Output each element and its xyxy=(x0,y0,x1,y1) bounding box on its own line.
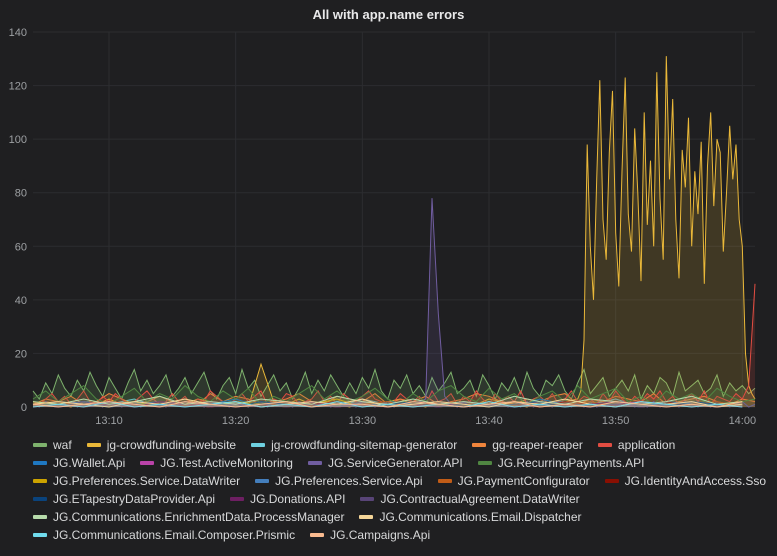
y-tick-label: 120 xyxy=(9,81,27,93)
legend-item[interactable]: JG.Preferences.Service.Api xyxy=(255,473,423,489)
legend-label: gg-reaper-reaper xyxy=(492,438,583,452)
legend-item[interactable]: JG.ContractualAgreement.DataWriter xyxy=(360,491,580,507)
x-tick-label: 13:10 xyxy=(95,415,123,427)
x-tick-label: 13:40 xyxy=(475,415,503,427)
legend-marker-icon xyxy=(597,443,612,447)
legend-label: JG.Preferences.Service.DataWriter xyxy=(53,474,241,488)
legend-item[interactable]: JG.PaymentConfigurator xyxy=(437,473,590,489)
legend-label: JG.Test.ActiveMonitoring xyxy=(160,456,293,470)
legend-marker-icon xyxy=(33,533,47,537)
series-fill xyxy=(33,369,755,407)
chart-area: 0 20 40 60 80 100 120 140 13:10 13:20 13:30 13:40 13… xyxy=(0,25,777,429)
legend: waf jg-crowdfunding-website jg-crowdfundin… xyxy=(0,429,777,543)
legend-label: JG.Communications.Email.Composer.Prismic xyxy=(53,528,296,542)
legend-marker-icon xyxy=(604,479,619,483)
legend-marker-icon xyxy=(33,461,47,465)
legend-label: JG.Communications.Email.Dispatcher xyxy=(379,510,582,524)
series-fill xyxy=(33,56,755,407)
legend-item[interactable]: JG.Communications.EnrichmentData.Process… xyxy=(33,509,344,525)
series-line xyxy=(32,401,743,408)
series-line xyxy=(32,367,756,401)
legend-marker-icon xyxy=(86,443,101,447)
legend-item[interactable]: JG.ETapestryDataProvider.Api xyxy=(33,491,215,507)
series-fill xyxy=(33,399,743,407)
legend-marker-icon xyxy=(140,461,155,465)
panel-title[interactable]: All with app.name errors xyxy=(312,7,465,22)
y-tick-label: 60 xyxy=(15,241,27,253)
legend-label: JG.RecurringPayments.API xyxy=(497,456,645,470)
x-tick-label: 13:50 xyxy=(602,415,630,427)
series-fill xyxy=(33,401,743,407)
legend-item[interactable]: JG.Wallet.Api xyxy=(33,455,125,471)
series-fill xyxy=(33,399,743,407)
y-tick-label: 0 xyxy=(21,402,27,414)
legend-marker-icon xyxy=(360,497,375,501)
legend-item[interactable]: jg-crowdfunding-website xyxy=(86,437,237,453)
legend-item[interactable]: JG.Campaigns.Api xyxy=(310,527,430,543)
legend-item[interactable]: JG.Communications.Email.Composer.Prismic xyxy=(33,527,295,543)
legend-item[interactable]: JG.IdentityAndAccess.Sso xyxy=(604,473,767,489)
chart-svg[interactable]: 0 20 40 60 80 100 120 140 13:10 13:20 13:30 13:40 13… xyxy=(0,25,777,429)
y-tick-label: 100 xyxy=(9,134,27,146)
legend-marker-icon xyxy=(307,461,322,465)
legend-label: jg-crowdfunding-website xyxy=(106,438,237,452)
y-tick-label: 20 xyxy=(15,348,27,360)
x-tick-label: 13:30 xyxy=(349,415,377,427)
x-tick-label: 13:20 xyxy=(222,415,250,427)
legend-marker-icon xyxy=(359,515,374,519)
legend-label: JG.ContractualAgreement.DataWriter xyxy=(380,492,580,506)
x-tick-label: 14:00 xyxy=(729,415,757,427)
legend-marker-icon xyxy=(33,443,47,447)
legend-label: JG.Campaigns.Api xyxy=(330,528,431,542)
series-fill xyxy=(33,401,743,407)
series-line xyxy=(32,401,743,408)
legend-label: waf xyxy=(53,438,72,452)
legend-item[interactable]: gg-reaper-reaper xyxy=(472,437,583,453)
legend-label: JG.ETapestryDataProvider.Api xyxy=(53,492,216,506)
legend-label: JG.ServiceGenerator.API xyxy=(327,456,463,470)
legend-label: JG.Wallet.Api xyxy=(53,456,126,470)
legend-item[interactable]: JG.Communications.Email.Dispatcher xyxy=(359,509,582,525)
legend-marker-icon xyxy=(437,479,452,483)
legend-item[interactable]: JG.Preferences.Service.DataWriter xyxy=(33,473,240,489)
legend-marker-icon xyxy=(33,497,47,501)
series-line xyxy=(32,198,756,408)
legend-label: application xyxy=(617,438,676,452)
legend-marker-icon xyxy=(255,479,270,483)
legend-label: JG.PaymentConfigurator xyxy=(457,474,590,488)
legend-marker-icon xyxy=(472,443,487,447)
legend-label: jg-crowdfunding-sitemap-generator xyxy=(271,438,458,452)
legend-item[interactable]: JG.ServiceGenerator.API xyxy=(307,455,463,471)
series-fill xyxy=(33,401,743,407)
legend-item[interactable]: application xyxy=(597,437,676,453)
legend-marker-icon xyxy=(310,533,325,537)
legend-label: JG.Donations.API xyxy=(250,492,346,506)
y-tick-label: 140 xyxy=(9,27,27,39)
series-fill xyxy=(33,399,743,407)
legend-label: JG.IdentityAndAccess.Sso xyxy=(624,474,767,488)
legend-marker-icon xyxy=(33,479,47,483)
legend-item[interactable]: waf xyxy=(33,437,72,453)
y-tick-label: 80 xyxy=(15,188,27,200)
legend-label: JG.Preferences.Service.Api xyxy=(275,474,423,488)
legend-marker-icon xyxy=(33,515,47,519)
y-tick-label: 40 xyxy=(15,295,27,307)
legend-item[interactable]: jg-crowdfunding-sitemap-generator xyxy=(251,437,457,453)
legend-item[interactable]: JG.Test.ActiveMonitoring xyxy=(140,455,293,471)
legend-item[interactable]: JG.RecurringPayments.API xyxy=(477,455,645,471)
series-fill xyxy=(33,401,743,407)
legend-marker-icon xyxy=(251,443,266,447)
legend-item[interactable]: JG.Donations.API xyxy=(230,491,345,507)
legend-marker-icon xyxy=(477,461,492,465)
legend-label: JG.Communications.EnrichmentData.Process… xyxy=(53,510,345,524)
series-fill xyxy=(33,401,743,407)
legend-marker-icon xyxy=(230,497,245,501)
